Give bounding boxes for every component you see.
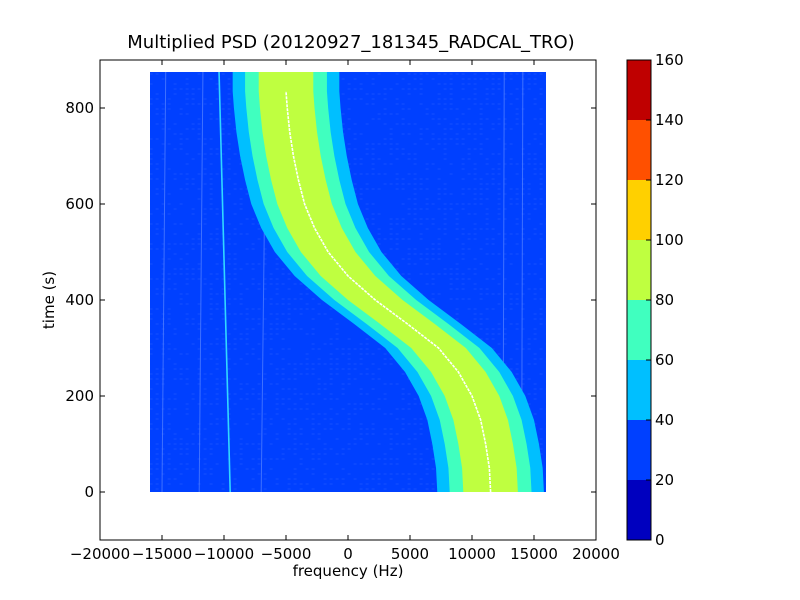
drift-line: [218, 72, 231, 492]
colorbar-level: [627, 420, 651, 480]
colorbar-tick-label: 160: [655, 51, 684, 69]
x-tick-label: −10000: [194, 545, 254, 563]
y-tick-label: 800: [65, 99, 94, 117]
y-tick-label: 200: [65, 387, 94, 405]
colorbar: 0 20 40 60 80 100 120 140 160: [626, 51, 684, 549]
colorbar-level: [627, 360, 651, 420]
y-axis: 0 200 400 600 800: [65, 99, 596, 501]
colorbar-level: [627, 180, 651, 240]
heatmap: [150, 72, 546, 492]
x-tick-label: 10000: [448, 545, 496, 563]
colorbar-tick-label: 140: [655, 111, 684, 129]
y-tick-label: 0: [84, 483, 94, 501]
x-tick-label: −15000: [132, 545, 192, 563]
x-tick-label: 15000: [510, 545, 558, 563]
colorbar-tick-label: 20: [655, 471, 674, 489]
x-axis: −20000 −15000 −10000 −5000 0 5000 10000 15000 20…: [70, 60, 620, 563]
x-tick-label: 0: [343, 545, 353, 563]
colorbar-level: [627, 120, 651, 180]
x-tick-label: 5000: [391, 545, 429, 563]
chart-title: Multiplied PSD (20120927_181345_RADCAL_T…: [127, 32, 574, 53]
colorbar-level: [627, 60, 651, 120]
signal-track-line: [285, 91, 492, 492]
x-tick-label: −20000: [70, 545, 130, 563]
colorbar-level: [627, 240, 651, 300]
y-tick-label: 400: [65, 291, 94, 309]
x-tick-label: −5000: [261, 545, 312, 563]
colorbar-level: [627, 480, 651, 540]
colorbar-tick-label: 80: [655, 291, 674, 309]
colorbar-tick-label: 60: [655, 351, 674, 369]
colorbar-tick-label: 120: [655, 171, 684, 189]
colorbar-tick-label: 100: [655, 231, 684, 249]
x-axis-label: frequency (Hz): [293, 562, 404, 580]
colorbar-tick-label: 40: [655, 411, 674, 429]
colorbar-level: [627, 300, 651, 360]
y-tick-label: 600: [65, 195, 94, 213]
x-tick-label: 20000: [572, 545, 620, 563]
colorbar-tick-label: 0: [655, 531, 665, 549]
y-axis-label: time (s): [40, 271, 58, 329]
